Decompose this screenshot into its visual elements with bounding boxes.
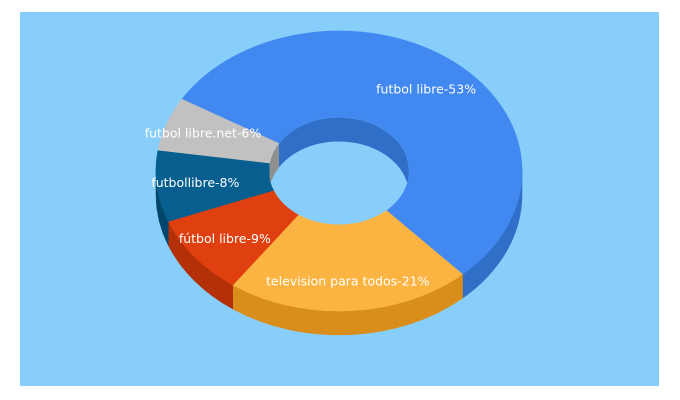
labels-layer: futbol libre-53% television para todos-21… [145,81,476,288]
slice-label-2: fútbol libre-9% [179,231,271,246]
slice-inner-wall-4 [269,143,279,188]
donut-chart: futbol libre-53% television para todos-21… [20,12,659,386]
slice-inner-wall-0 [278,117,409,195]
chart-panel: futbol libre-53% television para todos-21… [20,12,659,386]
slice-label-4: futbol libre.net-6% [145,126,262,141]
slice-label-0: futbol libre-53% [376,81,476,96]
slice-label-3: futbollibre-8% [151,175,239,190]
slice-label-1: television para todos-21% [266,273,430,288]
